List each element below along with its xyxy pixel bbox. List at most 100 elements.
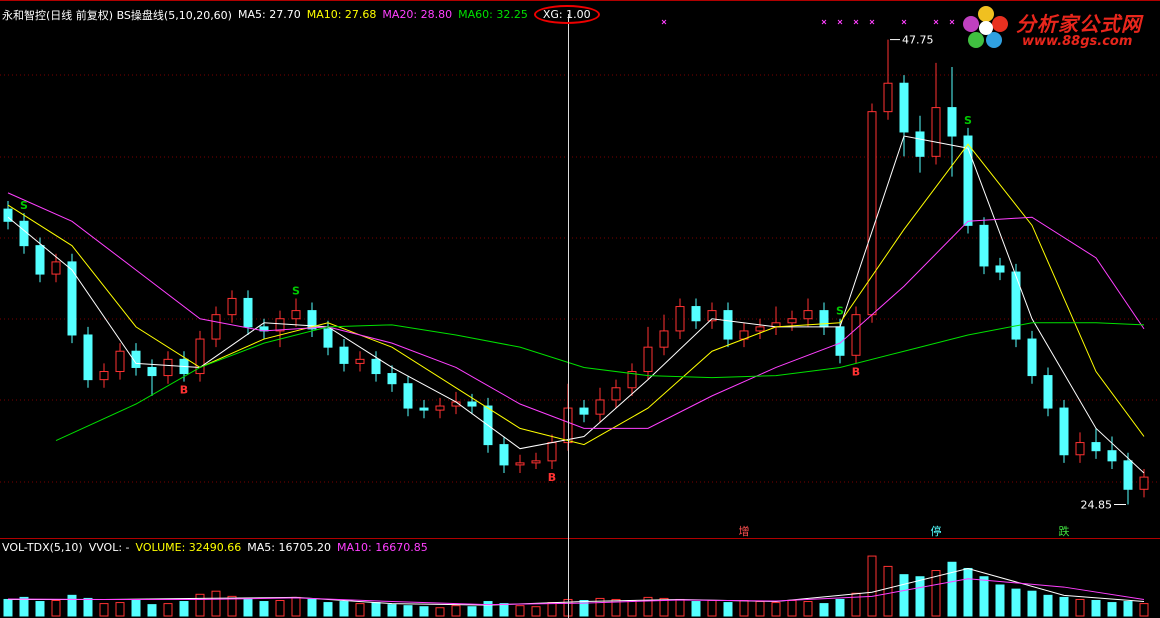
candle-body [499,444,509,466]
candle-body [531,460,541,464]
volume-bar [163,603,173,617]
readout: MA20: 28.80 [382,8,453,21]
tag-label: 增 [739,524,750,538]
candle-body [339,346,349,364]
volume-bar [611,598,621,617]
xg-mark [837,19,843,25]
volume-bar [35,601,45,617]
volume-bar [707,600,717,617]
volume-bar [355,603,365,617]
volume-bar [803,601,813,617]
candle-body [915,131,925,157]
volume-bar [147,604,157,617]
candle-body [627,371,637,389]
volume-bar [787,600,797,617]
volume-bar [531,606,541,617]
signal-label: S [836,305,844,318]
xg-mark [869,19,875,25]
candle-body [787,318,797,324]
volume-bar [1059,596,1069,617]
candle-body [643,346,653,373]
volume-bar [1123,601,1133,617]
volume-bar [1107,602,1117,617]
petal [963,16,979,32]
candle-body [307,310,317,330]
volume-bar [979,576,989,617]
candle-body [1139,476,1149,490]
volume-bar [275,600,285,617]
candle-body [931,107,941,157]
readout: MA60: 32.25 [458,8,528,21]
volume-bar [1075,598,1085,617]
volume-bar [675,598,685,617]
candle-body [1011,271,1021,340]
candle-body [851,314,861,356]
volume-bar [851,592,861,617]
readout: VVOL: - [88,541,130,554]
candle-body [211,314,221,340]
volume-bar [403,605,413,617]
candle-body [883,82,893,113]
signal-label: S [20,199,28,212]
volume-bar [883,565,893,617]
volume-bar [1043,594,1053,617]
candle-body [1075,442,1085,456]
candle-body [99,371,109,381]
petal [986,32,1002,48]
candle-body [659,330,669,348]
candle-body [371,358,381,375]
volume-bar [835,598,845,617]
volume-bar [691,601,701,617]
tag-label: 停 [931,524,942,538]
candle-body [35,245,45,275]
volume-bar [227,595,237,617]
volume-bar [659,597,669,617]
readout: MA10: 27.68 [306,8,377,21]
candle-body [419,407,429,411]
volume-bar [627,600,637,617]
logo-url: www.88gs.com [1022,34,1133,49]
xg-mark [661,19,667,25]
chart-title: VOL-TDX(5,10) [2,541,83,554]
xg-stroke [853,19,859,25]
candle-body [403,383,413,409]
candle-body [515,462,525,466]
candle-body [1043,375,1053,409]
xg-mark [821,19,827,25]
volume-bar [995,584,1005,617]
volume-bar [451,605,461,617]
candle-body [195,338,205,375]
xg-stroke [933,19,939,25]
volume-bar [931,570,941,617]
volume-bar [595,597,605,617]
candle-body [243,297,253,328]
volume-bar [51,600,61,617]
volume-bar [259,601,269,617]
candle-body [83,334,93,381]
volume-bar [195,593,205,617]
signal-label: S [964,114,972,127]
signal-label: B [180,384,188,397]
candle-body [675,306,685,332]
logo-icon [963,6,1008,48]
volume-bar [243,597,253,617]
candle-body [1091,442,1101,452]
volume-bar [819,603,829,617]
chart-title: 永和智控(日线 前复权) BS操盘线(5,10,20,60) [2,8,232,22]
petal [978,6,994,22]
candle-body [1059,407,1069,456]
grid [0,74,1160,483]
volume-bar [291,596,301,617]
candle-body [707,310,717,322]
candle-body [3,208,13,222]
volume-bar [115,602,125,617]
signal-label: S [292,284,300,297]
volume-ma-line [8,567,1145,606]
petal [992,16,1008,32]
candle-body [275,318,285,332]
volume-bar [547,602,557,617]
price-header: 永和智控(日线 前复权) BS操盘线(5,10,20,60) MA5: 27.70… [2,5,600,24]
